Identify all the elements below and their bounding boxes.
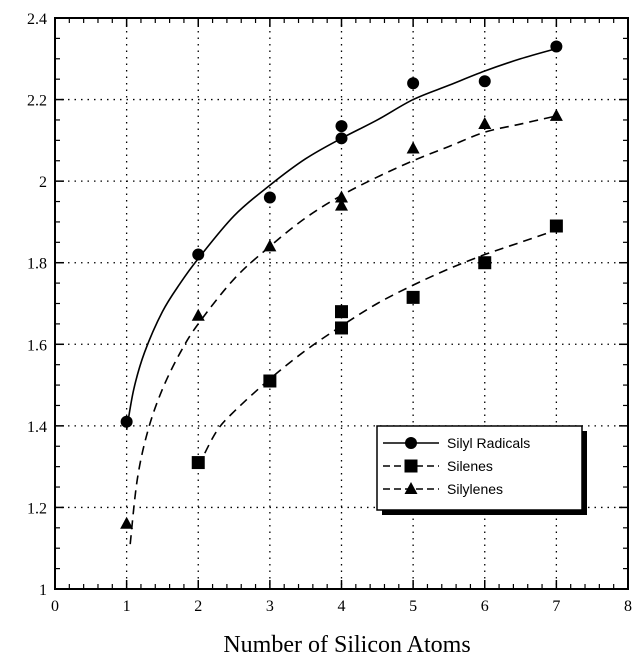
silyl-radicals-legend-label: Silyl Radicals (447, 435, 530, 451)
silylenes-point (191, 308, 205, 321)
silylenes-point (120, 516, 134, 529)
y-tick-label: 1.2 (27, 500, 47, 517)
silylenes-point (406, 141, 420, 154)
silyl-radicals-legend-marker (405, 437, 417, 449)
y-tick-label: 1.8 (27, 256, 47, 273)
x-tick-label: 8 (624, 598, 632, 615)
y-tick-label: 1.4 (27, 419, 47, 436)
silyl-radicals-point (335, 120, 348, 133)
silenes-point (335, 321, 348, 335)
silyl-radicals-point (407, 77, 420, 90)
silylenes-point (549, 108, 563, 121)
silylenes-point (335, 198, 348, 211)
x-tick-label: 4 (338, 598, 346, 615)
silylenes-point (263, 239, 277, 252)
silylenes-point (478, 117, 492, 130)
x-tick-label: 2 (194, 598, 202, 615)
silyl-radicals-point (478, 75, 491, 88)
silenes-point (549, 219, 563, 233)
silenes-fit-line (197, 229, 557, 468)
y-tick-label: 1 (39, 582, 47, 599)
silyl-radicals-point (192, 248, 205, 261)
silenes-point (406, 290, 420, 304)
x-axis-title: Number of Silicon Atoms (223, 632, 470, 658)
silylenes-legend-label: Silylenes (447, 481, 503, 497)
y-tick-label: 2.4 (27, 11, 47, 28)
silyl-radicals-point (120, 415, 133, 428)
silylenes-legend-marker (404, 482, 418, 494)
silylenes-point (335, 190, 348, 203)
silyl-radicals-point (263, 191, 276, 204)
x-tick-label: 5 (409, 598, 417, 615)
y-tick-label: 2 (39, 174, 47, 191)
x-tick-label: 3 (266, 598, 274, 615)
silenes-point (478, 256, 492, 270)
legend: Silyl Radicals Silenes Silylenes (376, 425, 587, 515)
silenes-point (191, 456, 205, 470)
silyl-radicals-point (335, 132, 348, 145)
fit-curves (125, 47, 557, 545)
x-tick-label: 7 (552, 598, 560, 615)
silenes-point (335, 305, 348, 319)
silenes-point (263, 374, 277, 388)
silenes-legend-label: Silenes (447, 458, 493, 474)
tick-labels: 0 1 2 3 4 5 6 7 811.21.41.61.822.22.4 (27, 11, 632, 615)
axis-ticks (54, 17, 629, 590)
silenes-legend-marker (404, 459, 418, 473)
x-tick-label: 1 (123, 598, 131, 615)
x-tick-label: 0 (51, 598, 59, 615)
silyl-radicals-point (550, 40, 563, 53)
silyl-radicals-fit-line (125, 47, 557, 431)
x-tick-label: 6 (481, 598, 489, 615)
y-tick-label: 2.2 (27, 93, 47, 110)
y-tick-label: 1.6 (27, 337, 47, 354)
data-markers (120, 40, 563, 529)
